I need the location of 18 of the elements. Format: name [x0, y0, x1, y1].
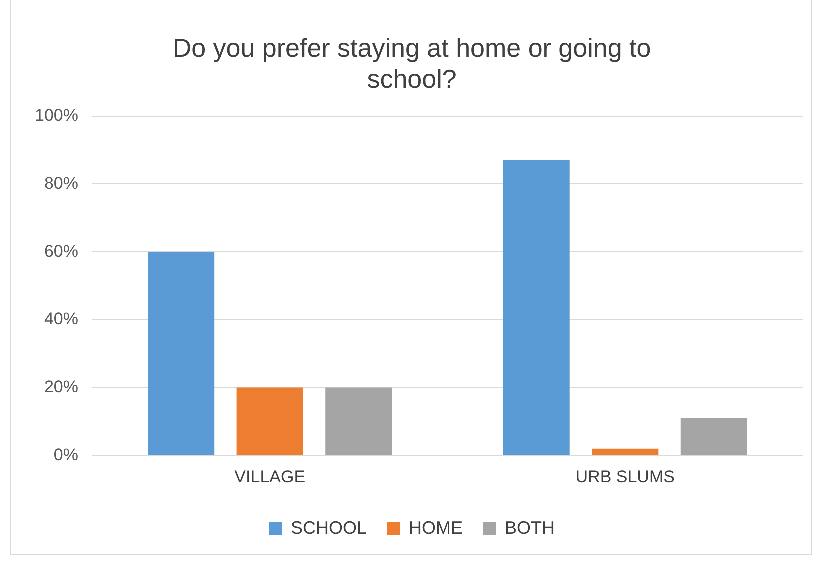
bar — [148, 252, 215, 456]
bar — [326, 388, 392, 456]
legend-label: HOME — [409, 518, 464, 538]
x-tick-label: URB SLUMS — [576, 467, 675, 486]
y-tick-label: 20% — [44, 377, 78, 396]
y-tick-label: 40% — [44, 310, 78, 329]
chart-title: Do you prefer staying at home or going to school? — [172, 32, 652, 94]
y-tick-label: 80% — [44, 174, 78, 193]
bar — [503, 160, 570, 456]
y-tick-label: 100% — [34, 106, 78, 126]
legend-label: SCHOOL — [290, 518, 368, 538]
y-tick-label: 60% — [44, 242, 78, 261]
bar — [592, 448, 659, 456]
bar — [680, 418, 748, 456]
x-tick-label: VILLAGE — [234, 467, 306, 486]
y-tick-label: 0% — [54, 445, 78, 464]
legend-label: BOTH — [505, 518, 556, 538]
bar — [236, 388, 304, 456]
